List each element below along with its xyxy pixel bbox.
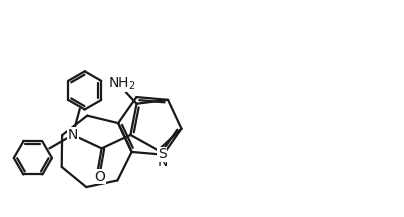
Text: N: N bbox=[67, 128, 78, 142]
Text: NH$_2$: NH$_2$ bbox=[108, 76, 135, 92]
Text: O: O bbox=[95, 170, 105, 184]
Text: N: N bbox=[158, 155, 168, 169]
Text: S: S bbox=[158, 147, 166, 161]
